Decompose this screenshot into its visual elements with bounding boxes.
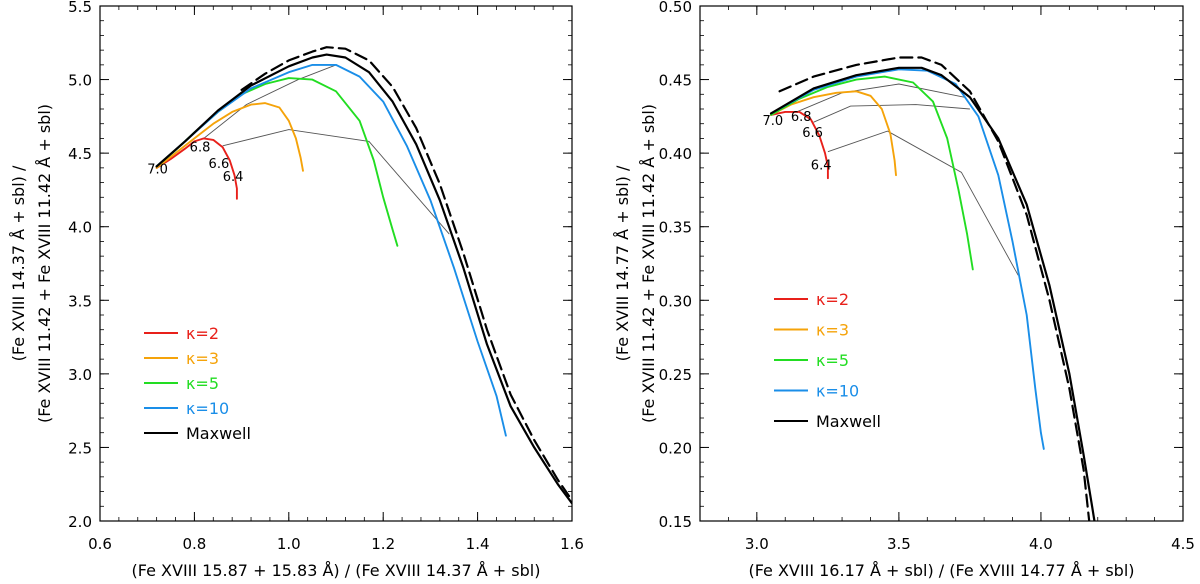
y-axis-title-line2: (Fe XVIII 11.42 + Fe XVIII 11.42 Å + sbl…	[639, 104, 658, 423]
isotherm-line	[813, 104, 970, 123]
y-tick-label: 4.0	[68, 219, 92, 237]
series-line-10	[155, 63, 507, 437]
series-line-3	[770, 90, 897, 177]
isotherm-line	[796, 83, 965, 113]
y-tick-label: 0.40	[659, 145, 692, 163]
y-tick-label: 5.0	[68, 72, 92, 90]
legend-label: κ=10	[816, 382, 859, 401]
series-line-maxwell	[155, 53, 572, 505]
series-line-maxwell-dashed	[240, 46, 572, 502]
legend-label: κ=3	[816, 321, 849, 340]
legend-label: κ=5	[816, 351, 849, 370]
legend-label: κ=3	[186, 349, 219, 368]
temperature-label: 6.4	[811, 158, 832, 173]
y-tick-label: 0.35	[659, 219, 692, 237]
x-tick-label: 3.0	[745, 535, 769, 553]
chart-panel-1: 0.6 0.8 1.0 1.2 1.4 1.6 2.0 2.5 3.0 3.5 4.0 4.5 5.0 5…	[9, 0, 584, 580]
plot-frame	[99, 5, 573, 522]
y-tick-label: 3.5	[68, 292, 92, 310]
temperature-label: 6.4	[223, 170, 244, 185]
x-axis-title: (Fe XVIII 15.87 + 15.83 Å) / (Fe XVIII 1…	[132, 561, 541, 580]
series-line-2	[770, 110, 829, 180]
x-tick-label: 0.6	[88, 535, 112, 553]
series-line-10	[770, 68, 1045, 450]
legend-label: κ=2	[816, 290, 849, 309]
temperature-label: 6.6	[802, 126, 823, 141]
x-tick-label: 4.0	[1029, 535, 1053, 553]
y-tick-label: 2.0	[68, 513, 92, 531]
x-tick-label: 1.2	[371, 535, 395, 553]
series-line-3	[155, 102, 304, 172]
isotherm-line	[827, 130, 1019, 276]
isotherm-line	[222, 129, 450, 235]
legend-label: κ=2	[186, 324, 219, 343]
isotherm-line	[203, 64, 337, 139]
temperature-label: 6.6	[209, 157, 230, 172]
y-tick-label: 0.20	[659, 439, 692, 457]
legend-label: Maxwell	[186, 424, 251, 443]
legend: κ=2 κ=3 κ=5 κ=10 Maxwell	[774, 290, 881, 431]
y-axis-title-line1: (Fe XVIII 14.37 Å + sbl) /	[9, 165, 28, 361]
series-line-2	[155, 137, 238, 200]
x-tick-label: 3.5	[887, 535, 911, 553]
y-tick-label: 0.45	[659, 72, 692, 90]
y-tick-label: 2.5	[68, 439, 92, 457]
y-axis-title-line1: (Fe XVIII 14.77 Å + sbl) /	[613, 165, 632, 361]
legend: κ=2 κ=3 κ=5 κ=10 Maxwell	[144, 324, 251, 443]
x-tick-label: 1.4	[466, 535, 490, 553]
series-line-5	[770, 75, 974, 271]
x-tick-label: 1.6	[560, 535, 584, 553]
x-tick-label: 4.5	[1171, 535, 1195, 553]
y-tick-label: 4.5	[68, 145, 92, 163]
series-line-maxwell-dashed	[778, 56, 1091, 521]
series-line-5	[155, 77, 399, 247]
y-tick-label: 0.50	[659, 0, 692, 16]
y-tick-label: 5.5	[68, 0, 92, 16]
x-axis-title: (Fe XVIII 16.17 Å + sbl) / (Fe XVIII 14.…	[748, 561, 1134, 580]
legend-label: κ=5	[186, 374, 219, 393]
x-tick-label: 0.8	[182, 535, 206, 553]
y-tick-label: 0.30	[659, 292, 692, 310]
y-axis-title-line2: (Fe XVIII 11.42 + Fe XVIII 11.42 Å + sbl…	[35, 104, 54, 423]
plot-frame	[699, 5, 1184, 522]
temperature-label: 6.8	[791, 110, 812, 125]
y-tick-label: 3.0	[68, 366, 92, 384]
temperature-label: 6.8	[190, 141, 211, 156]
legend-label: Maxwell	[816, 412, 881, 431]
y-tick-label: 0.15	[659, 513, 692, 531]
y-tick-label: 0.25	[659, 366, 692, 384]
x-tick-label: 1.0	[277, 535, 301, 553]
temperature-label: 7.0	[147, 163, 168, 178]
legend-label: κ=10	[186, 399, 229, 418]
temperature-label: 7.0	[763, 114, 784, 129]
chart-panel-2: 3.0 3.5 4.0 4.5 0.15 0.20 0.25 0.30 0.35 0.40 0.45…	[613, 0, 1195, 580]
